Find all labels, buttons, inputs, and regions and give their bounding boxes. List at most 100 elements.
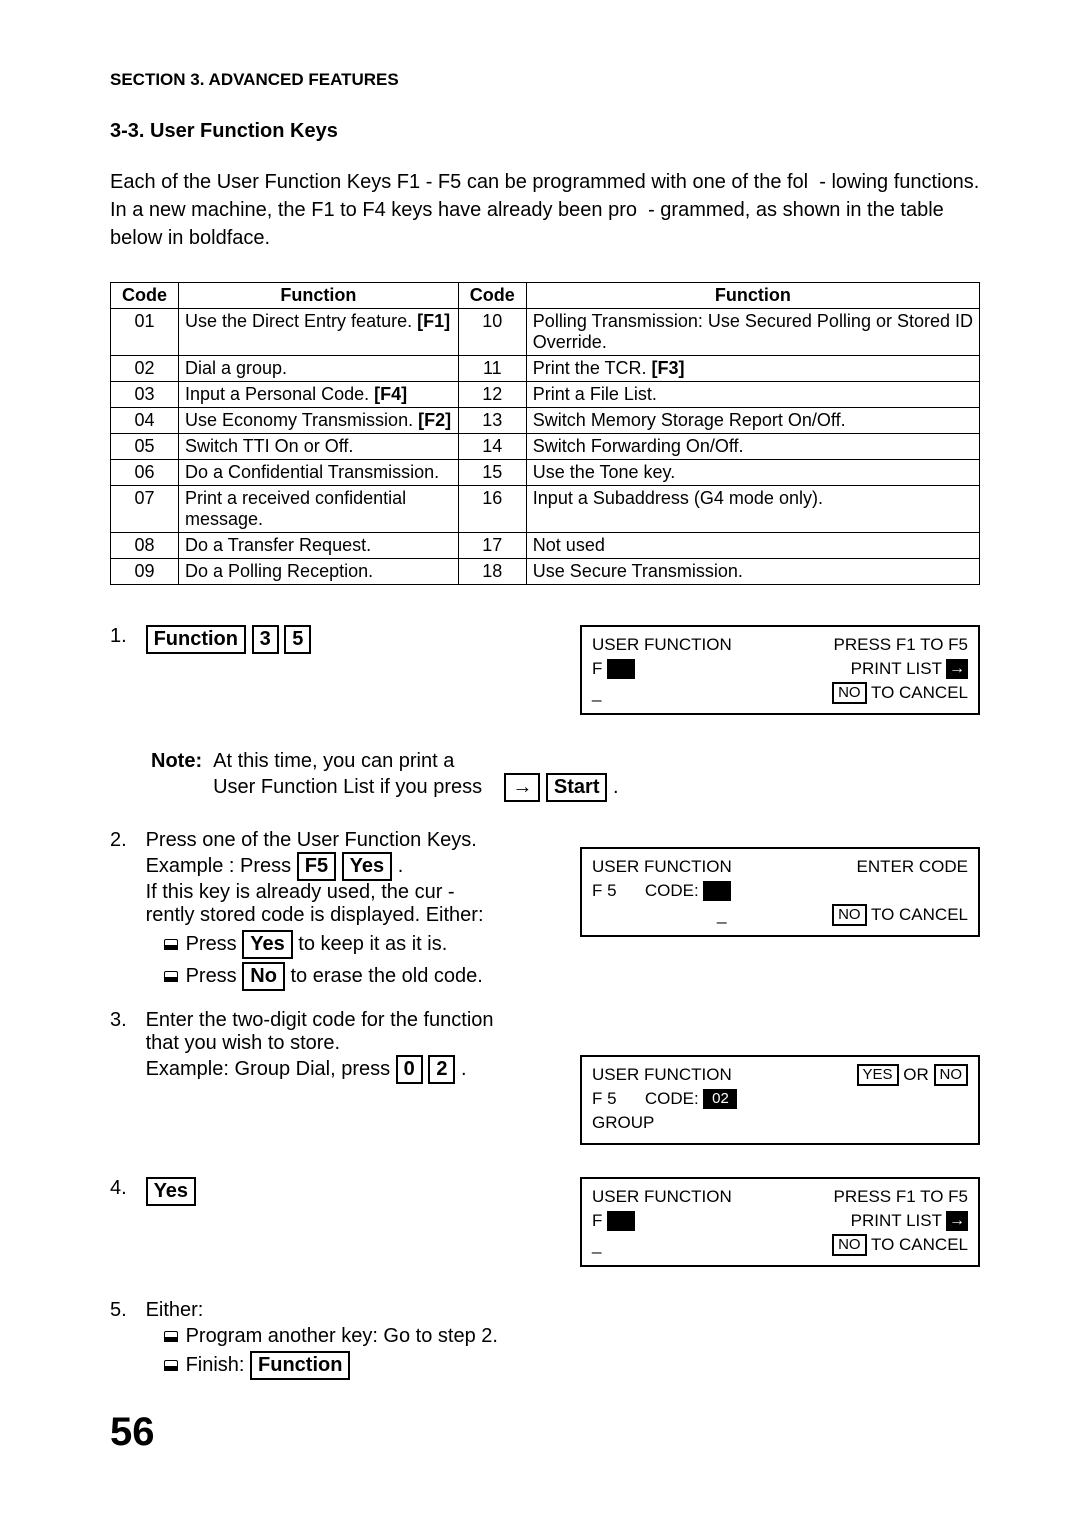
- lcd-f5: F 5: [592, 1089, 617, 1108]
- note-line1: At this time, you can print a: [213, 750, 619, 773]
- lcd-no-key: NO: [832, 904, 867, 927]
- bullet-icon: [164, 1360, 178, 1371]
- cell-code: 14: [458, 434, 526, 460]
- cell-code: 16: [458, 486, 526, 533]
- lcd-panel-2: USER FUNCTIONENTER CODE F 5 CODE: _NO TO…: [580, 847, 980, 937]
- cell-func: Switch TTI On or Off.: [179, 434, 459, 460]
- period1: .: [613, 776, 619, 798]
- step2-l1: Press one of the User Function Keys.: [146, 829, 477, 851]
- step2-b2b: to erase the old code.: [285, 965, 483, 987]
- cell-func: Print a File List.: [526, 382, 979, 408]
- step5-l1: Either:: [146, 1299, 204, 1321]
- lcd-uf: USER FUNCTION: [592, 857, 732, 877]
- cell-func: Do a Transfer Request.: [179, 533, 459, 559]
- cell-code: 17: [458, 533, 526, 559]
- lcd-enter: ENTER CODE: [857, 857, 968, 877]
- arrow-icon: →: [946, 1211, 968, 1231]
- lcd-press: PRESS F1 TO F5: [834, 635, 968, 655]
- bullet-icon: [164, 1331, 178, 1342]
- key-yes-1: Yes: [342, 852, 392, 881]
- lcd-panel-4: USER FUNCTIONPRESS F1 TO F5 F PRINT LIST…: [580, 1177, 980, 1267]
- key-yes-2: Yes: [242, 930, 292, 959]
- cell-code: 01: [111, 309, 179, 356]
- table-row: 09Do a Polling Reception.18Use Secure Tr…: [111, 559, 980, 585]
- cell-code: 15: [458, 460, 526, 486]
- lcd-code: CODE:: [645, 881, 699, 900]
- table-row: 03Input a Personal Code. [F4]12Print a F…: [111, 382, 980, 408]
- arrow-icon: →: [946, 659, 968, 679]
- cell-func: Use the Direct Entry feature. [F1]: [179, 309, 459, 356]
- table-row: 04Use Economy Transmission. [F2]13Switch…: [111, 408, 980, 434]
- step5-b2: Finish:: [186, 1354, 250, 1376]
- key-no: No: [242, 962, 285, 991]
- step5-num: 5.: [110, 1299, 140, 1322]
- lcd-printlist: PRINT LIST: [851, 659, 942, 678]
- key-0: 0: [396, 1055, 423, 1084]
- cell-code: 07: [111, 486, 179, 533]
- subsection-title: 3-3. User Function Keys: [110, 120, 980, 143]
- cell-code: 05: [111, 434, 179, 460]
- cursor-block: [607, 1211, 635, 1231]
- key-2: 2: [428, 1055, 455, 1084]
- lcd-dash: _: [592, 683, 601, 703]
- lcd-dash: _: [592, 1235, 601, 1255]
- cell-func: Use the Tone key.: [526, 460, 979, 486]
- cell-func: Not used: [526, 533, 979, 559]
- lcd-no-key: NO: [934, 1064, 969, 1087]
- bullet-icon: [164, 939, 178, 950]
- lcd-yes-key: YES: [857, 1064, 899, 1087]
- cursor-block: [703, 881, 731, 901]
- key-f5: F5: [297, 852, 336, 881]
- step3-l3b: .: [461, 1058, 467, 1080]
- cursor-block: [607, 659, 635, 679]
- th-code2: Code: [458, 283, 526, 309]
- step3-l1: Enter the two-digit code for the functio…: [146, 1009, 494, 1031]
- th-code1: Code: [111, 283, 179, 309]
- step2-b2a: Press: [186, 965, 243, 987]
- cell-code: 03: [111, 382, 179, 408]
- key-function: Function: [146, 625, 246, 654]
- step2-num: 2.: [110, 829, 140, 852]
- cell-func: Dial a group.: [179, 356, 459, 382]
- key-5: 5: [284, 625, 311, 654]
- lcd-no-key: NO: [832, 682, 867, 705]
- lcd-code-val: 02: [712, 1090, 729, 1107]
- function-codes-table: Code Function Code Function 01Use the Di…: [110, 282, 980, 585]
- step2-l3: If this key is already used, the cur -: [146, 881, 455, 903]
- step2-l2b: .: [398, 855, 404, 877]
- lcd-f5: F 5: [592, 881, 617, 900]
- th-func2: Function: [526, 283, 979, 309]
- key-start: Start: [546, 773, 608, 802]
- cell-code: 13: [458, 408, 526, 434]
- lcd-uf: USER FUNCTION: [592, 1065, 732, 1085]
- table-row: 05Switch TTI On or Off.14Switch Forwardi…: [111, 434, 980, 460]
- note-label: Note:: [151, 750, 202, 772]
- step3-l2: that you wish to store.: [146, 1032, 341, 1054]
- table-row: 01Use the Direct Entry feature. [F1]10Po…: [111, 309, 980, 356]
- lcd-F: F: [592, 659, 602, 678]
- cell-func: Input a Subaddress (G4 mode only).: [526, 486, 979, 533]
- code-highlight: 02: [703, 1089, 737, 1109]
- table-row: 06Do a Confidential Transmission.15Use t…: [111, 460, 980, 486]
- lcd-code: CODE:: [645, 1089, 699, 1108]
- cell-code: 10: [458, 309, 526, 356]
- step2-l2a: Example : Press: [146, 855, 297, 877]
- cell-func: Use Economy Transmission. [F2]: [179, 408, 459, 434]
- table-row: 07Print a received confidential message.…: [111, 486, 980, 533]
- step3-num: 3.: [110, 1009, 140, 1032]
- cell-code: 09: [111, 559, 179, 585]
- cell-func: Polling Transmission: Use Secured Pollin…: [526, 309, 979, 356]
- lcd-F: F: [592, 1211, 602, 1230]
- cell-code: 18: [458, 559, 526, 585]
- key-3: 3: [252, 625, 279, 654]
- intro-text: Each of the User Function Keys F1 - F5 c…: [110, 168, 980, 252]
- lcd-uf: USER FUNCTION: [592, 635, 732, 655]
- table-row: 08Do a Transfer Request.17Not used: [111, 533, 980, 559]
- cell-func: Do a Confidential Transmission.: [179, 460, 459, 486]
- lcd-or: OR: [899, 1064, 934, 1083]
- step3-l3a: Example: Group Dial, press: [146, 1058, 396, 1080]
- cell-code: 02: [111, 356, 179, 382]
- lcd-uf: USER FUNCTION: [592, 1187, 732, 1207]
- table-row: 02Dial a group.11Print the TCR. [F3]: [111, 356, 980, 382]
- step4-num: 4.: [110, 1177, 140, 1200]
